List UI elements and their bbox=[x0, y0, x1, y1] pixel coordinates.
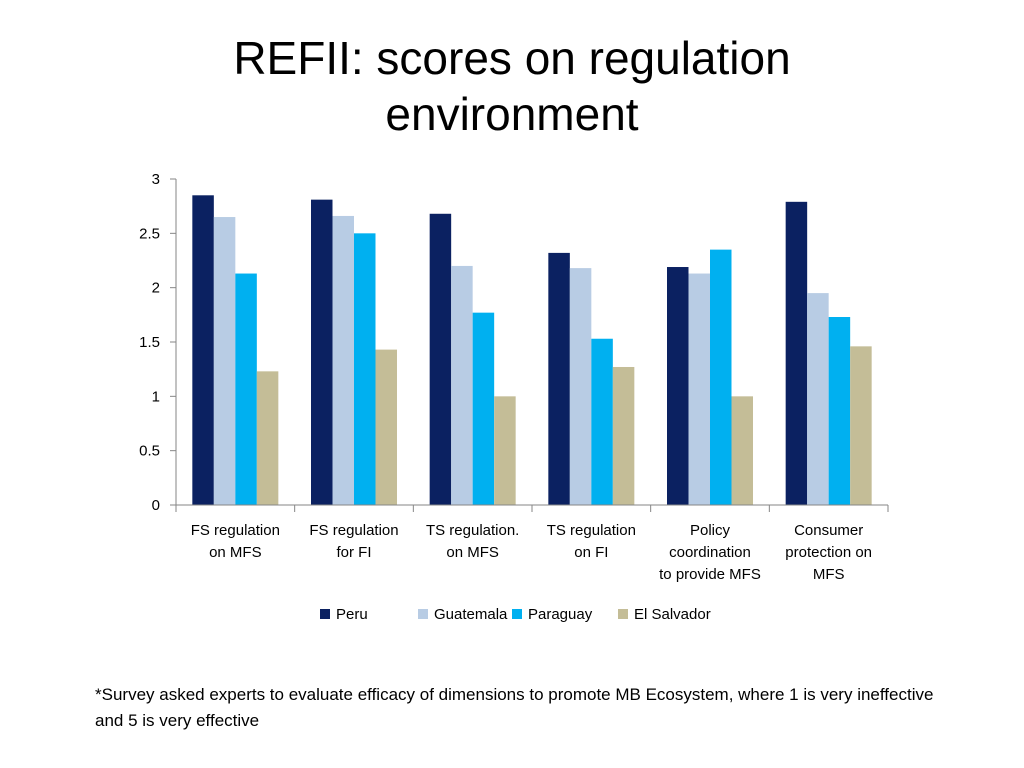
footnote: *Survey asked experts to evaluate effica… bbox=[95, 685, 934, 730]
x-category-label: coordination bbox=[669, 544, 751, 561]
x-category-label: on MFS bbox=[446, 544, 499, 561]
y-axis: 0 0.5 1 1.5 2 2.5 3 bbox=[139, 171, 177, 514]
bar-el-salvador bbox=[612, 366, 635, 505]
x-category-label: on FI bbox=[574, 544, 608, 561]
y-tick-label: 0.5 bbox=[139, 443, 160, 460]
bar-peru bbox=[311, 199, 333, 505]
x-category-label: on MFS bbox=[209, 544, 262, 561]
legend-swatch bbox=[418, 609, 428, 619]
bar-peru bbox=[192, 195, 214, 506]
legend-swatch bbox=[618, 609, 628, 619]
y-tick-label: 0 bbox=[152, 497, 160, 514]
x-category-label: MFS bbox=[813, 566, 845, 583]
bar-paraguay bbox=[710, 249, 732, 505]
y-tick-label: 2 bbox=[152, 280, 160, 297]
page-title: REFII: scores on regulation environment bbox=[233, 32, 791, 140]
x-axis: FS regulation on MFS FS regulation for FI TS… bbox=[175, 504, 889, 583]
legend-swatch bbox=[512, 609, 522, 619]
bar-peru bbox=[548, 252, 570, 505]
bar-peru bbox=[785, 201, 808, 505]
bar-paraguay bbox=[828, 317, 851, 505]
x-category-label: for FI bbox=[336, 544, 371, 561]
bar-paraguay bbox=[591, 338, 613, 505]
x-category-label: Consumer bbox=[794, 522, 863, 539]
x-category-label: to provide MFS bbox=[659, 566, 761, 583]
bar-paraguay bbox=[472, 312, 495, 505]
x-category-label: TS regulation bbox=[547, 522, 636, 539]
y-tick-label: 1 bbox=[152, 388, 160, 405]
bar-el-salvador bbox=[494, 396, 516, 505]
y-tick-label: 1.5 bbox=[139, 334, 160, 351]
x-category-label: TS regulation. bbox=[426, 522, 519, 539]
x-category-label: FS regulation bbox=[309, 522, 398, 539]
bar-guatemala bbox=[213, 217, 236, 506]
bar-paraguay bbox=[235, 273, 257, 505]
x-category-label: FS regulation bbox=[191, 522, 280, 539]
bar-guatemala bbox=[451, 265, 473, 505]
bar-peru bbox=[429, 213, 452, 506]
legend: Peru Guatemala Paraguay El Salvador bbox=[320, 606, 711, 623]
bar-guatemala bbox=[569, 268, 592, 505]
legend-swatch bbox=[320, 609, 330, 619]
legend-label: El Salvador bbox=[634, 606, 711, 623]
bars bbox=[192, 195, 872, 506]
legend-label: Guatemala bbox=[434, 606, 508, 623]
y-tick-label: 2.5 bbox=[139, 225, 160, 242]
bar-guatemala bbox=[688, 273, 710, 505]
x-category-label: Policy bbox=[690, 522, 731, 539]
bar-guatemala bbox=[807, 293, 829, 505]
bar-peru bbox=[667, 267, 689, 505]
bar-el-salvador bbox=[850, 346, 872, 505]
bar-el-salvador bbox=[375, 349, 397, 505]
bar-el-salvador bbox=[731, 396, 753, 505]
legend-label: Peru bbox=[336, 606, 368, 623]
y-tick-label: 3 bbox=[152, 171, 160, 188]
bar-guatemala bbox=[332, 215, 354, 506]
x-category-label: protection on bbox=[785, 544, 872, 561]
bar-el-salvador bbox=[256, 371, 279, 505]
legend-label: Paraguay bbox=[528, 606, 593, 623]
bar-paraguay bbox=[354, 233, 376, 506]
